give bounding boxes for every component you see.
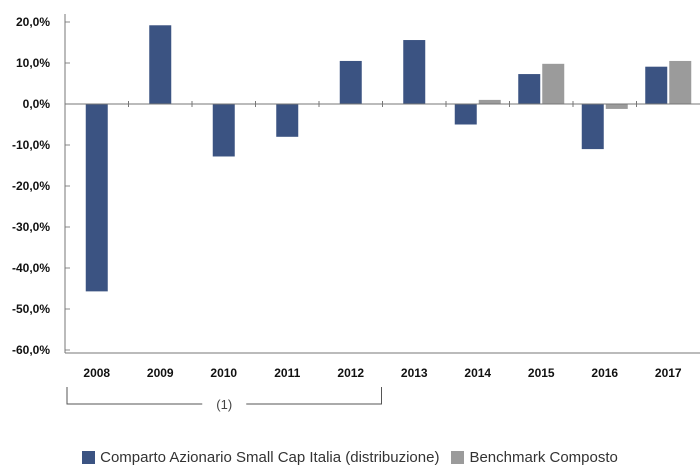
x-tick-label: 2014 xyxy=(464,366,491,380)
bar-fund-2010 xyxy=(212,104,235,157)
chart: 20,0% 10,0% 0,0% -10,0% -20,0% -30,0% -40,0% -5… xyxy=(12,14,700,412)
bar-fund-2011 xyxy=(276,104,299,137)
bar-fund-2017 xyxy=(645,66,668,104)
bracket-line xyxy=(66,387,382,405)
x-tick-label: 2017 xyxy=(655,366,682,380)
x-tick-label: 2013 xyxy=(401,366,428,380)
legend-label-benchmark: Benchmark Composto xyxy=(469,448,618,466)
y-tick-label: -30,0% xyxy=(12,220,50,234)
legend: Comparto Azionario Small Cap Italia (dis… xyxy=(0,448,700,466)
x-axis-labels: 2008 2009 2010 2011 2012 2013 2014 2015 2016 2017 xyxy=(83,366,682,380)
bar-benchmark-2015 xyxy=(542,63,565,104)
y-tick-label: -10,0% xyxy=(12,138,50,152)
y-tick-label: 20,0% xyxy=(16,15,50,29)
bar-benchmark-2014 xyxy=(478,99,501,104)
y-tick-label: -50,0% xyxy=(12,302,50,316)
bar-fund-2013 xyxy=(403,40,426,104)
bar-benchmark-2017 xyxy=(669,60,692,104)
x-tick-label: 2012 xyxy=(337,366,364,380)
y-tick-label: 10,0% xyxy=(16,56,50,70)
x-tick-label: 2011 xyxy=(274,366,300,380)
legend-swatch-benchmark xyxy=(451,450,465,464)
bar-fund-2016 xyxy=(581,104,604,150)
axes xyxy=(64,14,700,354)
bar-fund-2008 xyxy=(85,104,108,292)
y-tick-label: 0,0% xyxy=(23,97,51,111)
bar-fund-2009 xyxy=(149,25,172,105)
annotation-bracket: (1) xyxy=(66,387,382,412)
x-tick-label: 2016 xyxy=(591,366,618,380)
y-tick-label: -40,0% xyxy=(12,261,50,275)
x-tick-label: 2008 xyxy=(83,366,110,380)
bracket-label: (1) xyxy=(216,397,232,412)
bars xyxy=(85,25,692,292)
x-tick-label: 2009 xyxy=(147,366,174,380)
legend-item-benchmark: Benchmark Composto xyxy=(451,448,618,466)
legend-item-fund: Comparto Azionario Small Cap Italia (dis… xyxy=(82,449,439,466)
x-tick-label: 2010 xyxy=(210,366,237,380)
bar-fund-2014 xyxy=(454,104,477,125)
y-tick-label: -60,0% xyxy=(12,343,50,357)
legend-label-fund: Comparto Azionario Small Cap Italia (dis… xyxy=(100,448,440,466)
bar-fund-2012 xyxy=(339,60,362,104)
legend-swatch-fund xyxy=(82,450,96,464)
y-axis-ticks: 20,0% 10,0% 0,0% -10,0% -20,0% -30,0% -40,0% -5… xyxy=(12,15,70,357)
x-tick-label: 2015 xyxy=(528,366,555,380)
bar-fund-2015 xyxy=(518,74,541,104)
y-tick-label: -20,0% xyxy=(12,179,50,193)
bar-benchmark-2016 xyxy=(605,104,628,109)
